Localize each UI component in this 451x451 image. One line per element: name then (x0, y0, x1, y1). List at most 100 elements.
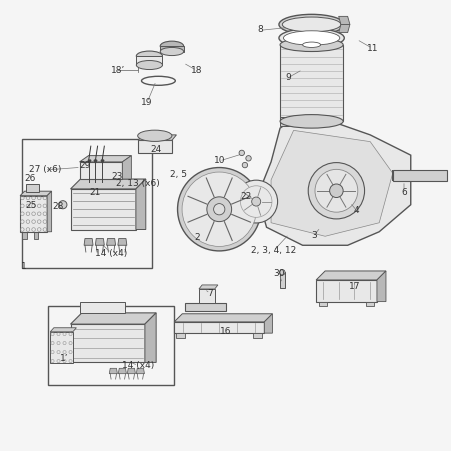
Ellipse shape (279, 270, 285, 276)
Polygon shape (315, 281, 376, 302)
Polygon shape (136, 368, 144, 374)
Ellipse shape (240, 186, 272, 218)
Ellipse shape (329, 184, 342, 198)
Polygon shape (365, 302, 373, 306)
Text: 18’: 18’ (110, 66, 125, 75)
Text: 28: 28 (52, 202, 64, 211)
Polygon shape (84, 239, 93, 246)
Polygon shape (174, 322, 264, 333)
Ellipse shape (308, 163, 364, 220)
Ellipse shape (314, 170, 357, 213)
Polygon shape (122, 156, 131, 179)
Text: 21: 21 (89, 187, 101, 196)
Ellipse shape (160, 42, 183, 52)
Polygon shape (392, 170, 446, 181)
Ellipse shape (280, 115, 342, 129)
Ellipse shape (242, 163, 247, 168)
Polygon shape (264, 314, 272, 333)
Ellipse shape (213, 204, 225, 216)
Polygon shape (198, 285, 217, 290)
Text: 29: 29 (79, 160, 91, 169)
Polygon shape (79, 302, 124, 313)
Text: 30: 30 (273, 268, 284, 277)
Text: 2: 2 (193, 232, 199, 241)
Ellipse shape (160, 48, 183, 56)
Text: 1: 1 (21, 262, 27, 271)
Ellipse shape (182, 173, 256, 247)
Text: 17: 17 (348, 282, 359, 291)
Polygon shape (79, 162, 122, 179)
Text: 24: 24 (150, 145, 161, 153)
Text: 11: 11 (366, 43, 377, 52)
Polygon shape (318, 302, 326, 306)
Polygon shape (106, 239, 115, 246)
Polygon shape (109, 368, 117, 374)
Text: 6: 6 (400, 187, 406, 196)
Polygon shape (70, 324, 145, 363)
Ellipse shape (136, 52, 162, 62)
Polygon shape (176, 333, 185, 338)
Polygon shape (47, 192, 51, 232)
Polygon shape (22, 232, 27, 239)
Polygon shape (118, 239, 127, 246)
Ellipse shape (136, 61, 162, 70)
Polygon shape (33, 232, 38, 239)
Polygon shape (50, 328, 76, 332)
Text: 14 (x4): 14 (x4) (95, 248, 127, 257)
Polygon shape (295, 118, 328, 124)
Ellipse shape (278, 29, 344, 48)
Text: 3: 3 (310, 230, 316, 239)
Polygon shape (174, 314, 272, 322)
Text: 4: 4 (353, 205, 359, 214)
Ellipse shape (280, 39, 342, 52)
Polygon shape (376, 272, 385, 302)
Ellipse shape (239, 151, 244, 156)
Polygon shape (271, 131, 392, 237)
Text: 2, 5: 2, 5 (170, 169, 187, 178)
Text: 10: 10 (213, 156, 225, 165)
Text: 8: 8 (256, 25, 262, 34)
Polygon shape (280, 46, 342, 122)
Polygon shape (70, 313, 156, 324)
Polygon shape (185, 303, 226, 311)
Polygon shape (138, 141, 171, 153)
Ellipse shape (234, 181, 277, 224)
Polygon shape (160, 47, 183, 52)
Polygon shape (280, 273, 284, 289)
Polygon shape (70, 189, 136, 230)
Ellipse shape (278, 15, 344, 36)
Text: 7: 7 (207, 289, 212, 297)
Ellipse shape (207, 198, 231, 222)
Polygon shape (136, 179, 146, 230)
Text: 2, 13 (x6): 2, 13 (x6) (116, 178, 160, 187)
Ellipse shape (59, 201, 67, 209)
Polygon shape (138, 136, 176, 141)
Text: 26: 26 (25, 174, 36, 183)
Polygon shape (315, 272, 385, 281)
Text: 9: 9 (285, 73, 290, 82)
Polygon shape (118, 368, 126, 374)
Ellipse shape (302, 43, 320, 48)
Ellipse shape (251, 198, 260, 207)
Ellipse shape (245, 156, 251, 161)
Polygon shape (95, 239, 104, 246)
Polygon shape (145, 313, 156, 363)
Polygon shape (136, 57, 162, 66)
Polygon shape (257, 118, 410, 246)
Bar (22, 140, 152, 268)
Polygon shape (20, 196, 47, 232)
Text: 2, 3, 4, 12: 2, 3, 4, 12 (250, 246, 295, 255)
Text: 23: 23 (111, 171, 122, 180)
Ellipse shape (283, 32, 339, 46)
Text: 25: 25 (25, 201, 37, 210)
Bar (48, 306, 174, 385)
Text: 18: 18 (190, 66, 202, 75)
Text: 1’: 1’ (60, 354, 69, 363)
Polygon shape (127, 368, 135, 374)
Polygon shape (338, 17, 349, 25)
Polygon shape (79, 156, 131, 162)
Polygon shape (280, 118, 329, 127)
Polygon shape (26, 184, 39, 192)
Ellipse shape (177, 168, 260, 251)
Text: 22: 22 (240, 192, 251, 201)
